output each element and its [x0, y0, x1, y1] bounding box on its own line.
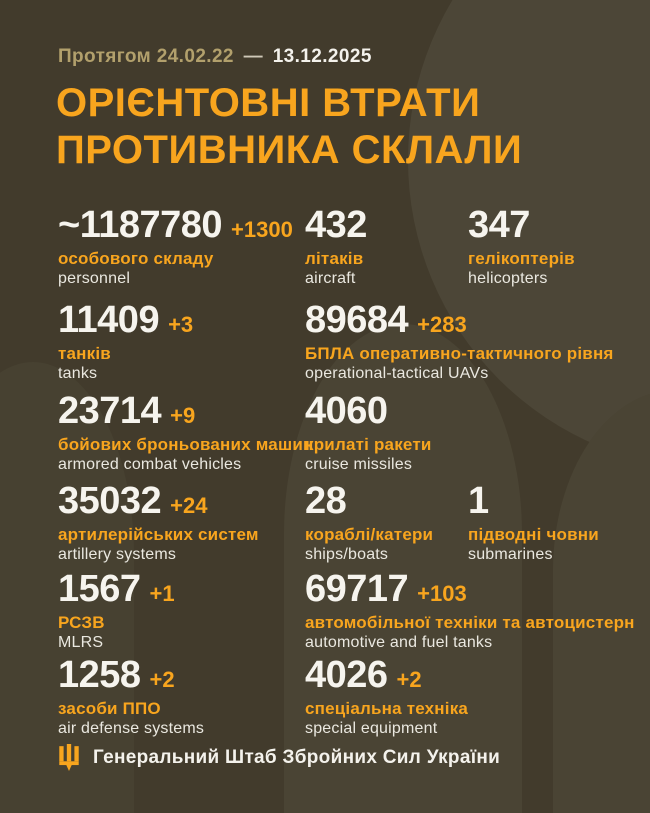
stat-label-en: automotive and fuel tanks	[305, 634, 493, 651]
stat-cruise-missiles: 4060 крилаті ракети cruise missiles	[305, 391, 432, 475]
stat-value: 347	[468, 204, 530, 246]
stat-label-uk: автомобільної техніки та автоцистерн	[305, 613, 635, 632]
stat-label-en: operational-tactical UAVs	[305, 365, 489, 382]
stat-ships: 28 кораблі/катери ships/boats	[305, 481, 433, 565]
footer-org-name: Генеральний Штаб Збройних Сил України	[93, 746, 501, 768]
stat-label-en: helicopters	[468, 270, 548, 287]
stat-label-en: aircraft	[305, 270, 356, 287]
stat-label-uk: підводні човни	[468, 525, 599, 544]
stat-label-uk: кораблі/катери	[305, 525, 434, 544]
title-line1: ОРІЄНТОВНІ ВТРАТИ	[56, 81, 481, 125]
stat-value: ~1187780	[58, 204, 223, 246]
page-title: ОРІЄНТОВНІ ВТРАТИ ПРОТИВНИКА СКЛАЛИ	[56, 80, 522, 174]
title-line2: ПРОТИВНИКА СКЛАЛИ	[56, 128, 523, 172]
stat-label-en: artillery systems	[58, 546, 177, 563]
stat-label-en: special equipment	[305, 720, 438, 737]
stat-label-uk: крилаті ракети	[305, 435, 432, 454]
stat-artillery: 35032 +24 артилерійських систем artillery…	[58, 481, 259, 565]
stat-value: 432	[305, 204, 367, 246]
stat-tanks: 11409 +3 танків tanks	[58, 300, 193, 384]
stat-mlrs: 1567 +1 РСЗВ MLRS	[58, 569, 175, 653]
period-prefix: Протягом 24.02.22	[58, 46, 234, 67]
stat-delta: +1300	[231, 217, 293, 242]
stat-helicopters: 347 гелікоптерів helicopters	[468, 205, 575, 289]
stat-personnel: ~1187780 +1300 особового складу personnel	[58, 205, 293, 289]
stat-special-equipment: 4026 +2 спеціальна техніка special equipm…	[305, 655, 468, 739]
tryzub-icon	[59, 744, 79, 771]
stat-delta: +1	[149, 581, 175, 606]
stat-uavs: 89684 +283 БПЛА оперативно-тактичного рів…	[305, 300, 614, 384]
stat-value: 11409	[58, 299, 160, 341]
stat-value: 4026	[305, 654, 388, 696]
stat-label-uk: артилерійських систем	[58, 525, 259, 544]
stat-label-uk: гелікоптерів	[468, 249, 575, 268]
stat-value: 1258	[58, 654, 141, 696]
stat-value: 4060	[305, 390, 388, 432]
stat-value: 1	[468, 480, 489, 522]
stat-label-uk: бойових броньованих машин	[58, 435, 314, 454]
stat-submarines: 1 підводні човни submarines	[468, 481, 599, 565]
stat-delta: +2	[396, 667, 422, 692]
stat-label-en: cruise missiles	[305, 456, 413, 473]
stat-value: 89684	[305, 299, 409, 341]
period-line: Протягом 24.02.22 — 13.12.2025	[58, 46, 372, 68]
stat-label-uk: БПЛА оперативно-тактичного рівня	[305, 344, 614, 363]
stat-label-en: ships/boats	[305, 546, 389, 563]
stat-label-en: armored combat vehicles	[58, 456, 242, 473]
stat-value: 1567	[58, 568, 141, 610]
watermark-shell-center	[284, 324, 522, 813]
stat-delta: +2	[149, 667, 175, 692]
stat-air-defense: 1258 +2 засоби ППО air defense systems	[58, 655, 204, 739]
stat-label-uk: засоби ППО	[58, 699, 161, 718]
stat-label-uk: спеціальна техніка	[305, 699, 469, 718]
stat-armored-vehicles: 23714 +9 бойових броньованих машин armore…	[58, 391, 313, 475]
stat-label-uk: танків	[58, 344, 111, 363]
stat-delta: +3	[168, 312, 194, 337]
stat-label-en: submarines	[468, 546, 553, 563]
stat-label-en: personnel	[58, 270, 131, 287]
stat-automotive: 69717 +103 автомобільної техніки та автоц…	[305, 569, 635, 653]
stat-delta: +24	[170, 493, 208, 518]
watermark-shell-left	[0, 362, 134, 813]
period-date: 13.12.2025	[272, 46, 372, 67]
stat-aircraft: 432 літаків aircraft	[305, 205, 376, 289]
stat-label-en: air defense systems	[58, 720, 205, 737]
stat-value: 28	[305, 480, 347, 522]
stat-label-uk: особового складу	[58, 249, 214, 268]
footer: Генеральний Штаб Збройних Сил України	[58, 744, 500, 771]
stat-value: 69717	[305, 568, 409, 610]
stat-delta: +9	[170, 403, 196, 428]
stat-label-uk: РСЗВ	[58, 613, 105, 632]
stat-delta: +283	[417, 312, 467, 337]
period-separator: —	[243, 46, 263, 67]
stat-value: 23714	[58, 390, 162, 432]
stat-label-uk: літаків	[305, 249, 364, 268]
stat-label-en: MLRS	[58, 634, 104, 651]
stat-delta: +103	[417, 581, 467, 606]
stat-label-en: tanks	[58, 365, 98, 382]
stat-value: 35032	[58, 480, 162, 522]
